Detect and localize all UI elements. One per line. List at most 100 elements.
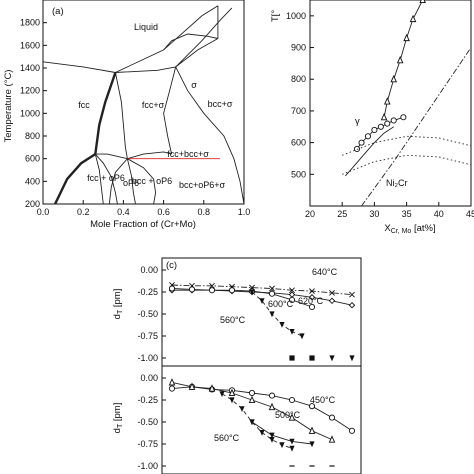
phase-label-bcc-op6: bcc + oP6 (132, 176, 172, 186)
phase-boundary-2 (115, 66, 176, 73)
series-c-top-point (289, 287, 295, 294)
y-tick-labels-c-top: 0.00 -0.25 -0.50 -0.75 -1.00 (137, 265, 166, 363)
y-tick-label-b: 1000 (286, 11, 306, 21)
series-c-top-point (349, 291, 355, 298)
y-tick-label-a: 1800 (20, 18, 40, 28)
x-tick-label-a: 0.6 (157, 207, 170, 217)
phase-boundary-4 (163, 66, 177, 155)
series-label-640c: 640°C (312, 267, 338, 277)
phase-label-fcc: fcc (78, 100, 90, 110)
x-tick-label-a: 0.4 (117, 207, 130, 217)
dT-panel: (c) 0.00 -0.25 -0.50 -0.75 -1.00 0.00 -0.25 -0… (112, 257, 362, 474)
y-tick-labels-a: 200 400 600 800 1000 1200 1400 1600 1800 (20, 18, 47, 209)
plot-frame-b (309, 0, 472, 207)
phase-boundary-18 (94, 153, 118, 205)
series-c-bottom-point (168, 385, 176, 392)
y-tick-label-c-bottom: -0.50 (137, 417, 158, 427)
phase-boundary-17 (127, 158, 157, 205)
x-tick-labels-b: 20 25 30 35 40 45 (305, 202, 474, 219)
y-tick-label-c-top: -0.50 (137, 309, 158, 319)
loose-marker-c-top (309, 355, 315, 361)
series-c-bottom-point (268, 402, 276, 411)
y-tick-label-c-top: 0.00 (140, 265, 158, 275)
x-tick-label-b: 35 (402, 209, 412, 219)
series-c-top-point (188, 286, 196, 293)
region-label-gamma: γ (355, 116, 360, 127)
series-c-bottom-point (188, 382, 196, 390)
series-c-top-point (288, 296, 296, 303)
y-tick-label-c-bottom: -0.75 (137, 439, 158, 449)
series-c-top-point (308, 303, 316, 311)
series-c-top-line-0 (171, 284, 353, 296)
series-c-bottom-point (348, 427, 356, 434)
series-c-bottom-point (308, 426, 316, 434)
y-axis-label-a: Temperature (°C) (3, 70, 14, 143)
x-tick-label-b: 25 (337, 209, 347, 219)
series-b-line-2 (345, 126, 394, 177)
y-tick-label-b: 700 (291, 106, 306, 116)
phase-diagram-panel: (a) 0.0 0.2 0.4 0.6 0.8 1.0 200 400 600 800 1000 1… (3, 0, 250, 230)
series-c-bottom-point (208, 384, 216, 392)
series-c-bottom-point (268, 392, 276, 399)
series-c-bottom-line-3 (251, 421, 313, 445)
phase-boundary-3 (175, 7, 233, 68)
y-tick-label-b: 500 (291, 169, 306, 179)
y-axis-label-c-top: dT [pm] (112, 289, 124, 320)
series-c-bottom-point (229, 397, 235, 404)
temperature-composition-panel: 20 25 30 35 40 45 500 600 700 800 900 1000 T[° XCr… (270, 0, 474, 235)
series-b-point (383, 97, 391, 105)
series-label-560c-top: 560°C (220, 315, 246, 325)
y-tick-label-a: 1000 (20, 108, 40, 118)
y-tick-label-a: 400 (25, 176, 40, 186)
y-tick-label-a: 1600 (20, 40, 40, 50)
series-c-top-line-2 (171, 288, 313, 308)
x-axis-label-b-sub: Cr, Mo (391, 228, 412, 235)
y-tick-labels-c-bottom: 0.00 -0.25 -0.50 -0.75 -1.00 (137, 373, 166, 471)
y-axis-label-c-bottom-sub: T (117, 423, 124, 428)
series-c-top-point (279, 321, 285, 328)
phase-boundary-9 (114, 72, 128, 159)
series-c-top-point (209, 282, 215, 289)
series-c-top (168, 282, 356, 362)
phase-boundary-15 (108, 158, 128, 205)
series-c-bottom-point (308, 403, 316, 410)
series-label-600c: 600°C (268, 299, 294, 309)
phase-label-sigma: σ (191, 80, 197, 90)
series-c-top-point (269, 285, 275, 292)
series-b-line-4 (342, 135, 472, 156)
plot-frame-c-bottom (161, 365, 362, 474)
y-tick-labels-b: 500 600 700 800 900 1000 (286, 11, 314, 179)
series-b-point (377, 123, 384, 130)
phase-boundary-1 (115, 5, 219, 73)
series-label-500c: 500°C (275, 410, 301, 420)
y-tick-label-c-top: -0.75 (137, 331, 158, 341)
phase-boundaries (42, 5, 245, 205)
series-b-point (364, 133, 372, 140)
loose-marker-c-top (349, 355, 355, 362)
x-tick-label-b: 45 (466, 209, 474, 219)
series-c-bottom-point (219, 391, 225, 398)
series-b-point (353, 145, 361, 153)
series-c-bottom-point (269, 437, 275, 443)
series-c-top-point (268, 290, 276, 297)
y-tick-label-c-top: -1.00 (137, 353, 158, 363)
y-tick-label-a: 800 (25, 131, 40, 141)
series-b-point (390, 74, 398, 83)
y-axis-label-c-bottom-unit: [pm] (112, 403, 123, 424)
x-tick-label-a: 0.0 (37, 207, 50, 217)
y-tick-label-c-top: -0.25 (137, 287, 158, 297)
panel-label-c: (c) (166, 260, 177, 271)
series-b-point (400, 114, 407, 121)
series-c-bottom-point (228, 388, 236, 397)
y-tick-label-c-bottom: -0.25 (137, 395, 158, 405)
series-c-top-point (329, 289, 335, 296)
series-b-line-0 (383, 0, 424, 118)
series-b-point (419, 0, 426, 4)
phase-label-bcc-sigma: bcc+σ (208, 99, 233, 109)
y-tick-label-a: 1200 (20, 86, 40, 96)
x-tick-labels-a: 0.0 0.2 0.4 0.6 0.8 1.0 (37, 200, 250, 217)
phase-boundary-12 (95, 151, 172, 160)
y-tick-label-a: 200 (25, 199, 40, 209)
series-b-line-3 (361, 47, 472, 207)
series-b-line-5 (342, 154, 472, 175)
